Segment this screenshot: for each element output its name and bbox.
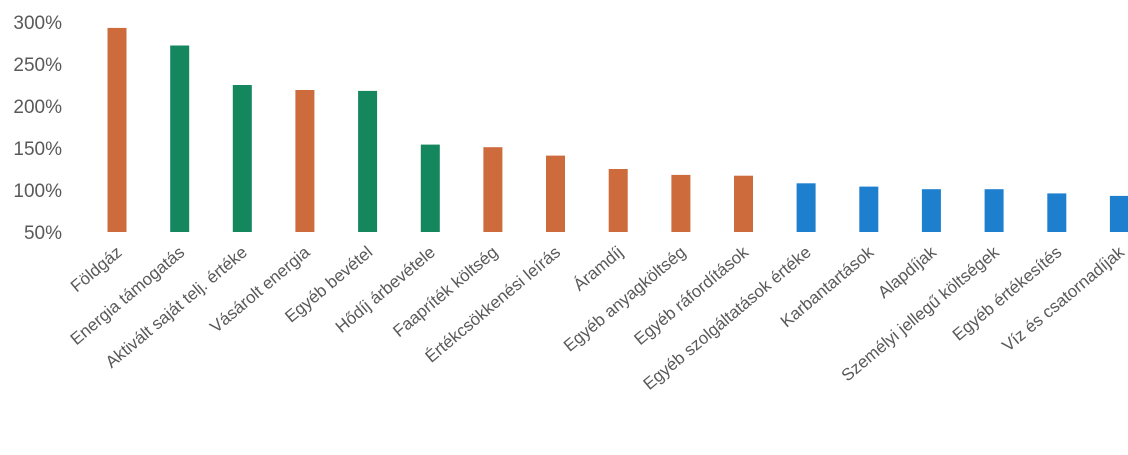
x-category-label: Egyéb értékesítés [949, 243, 1065, 345]
x-category-label: Áramdíj [570, 243, 627, 295]
bar [1109, 195, 1128, 232]
y-tick-label: 250% [13, 55, 62, 76]
y-tick-label: 300% [13, 13, 62, 34]
bar [734, 175, 753, 232]
bar [483, 147, 503, 232]
bars [107, 27, 1128, 233]
bar [796, 183, 816, 232]
x-category-label: Energia támogatás [67, 243, 189, 349]
y-tick-label: 50% [24, 223, 62, 244]
bar [295, 90, 315, 232]
y-tick-label: 200% [13, 97, 62, 118]
bar [671, 174, 691, 232]
bar [420, 144, 440, 232]
bar [107, 27, 127, 233]
bar [358, 90, 378, 233]
x-category-label: Földgáz [67, 243, 126, 296]
bar [859, 186, 879, 232]
y-tick-label: 150% [13, 139, 62, 160]
bar [232, 85, 252, 232]
bar [546, 155, 565, 232]
bar [921, 189, 941, 232]
y-tick-label: 100% [13, 181, 62, 202]
bar [170, 45, 190, 232]
y-axis: 300% 250% 200% 150% 100% 50% [13, 13, 62, 244]
bar [1047, 193, 1067, 232]
x-category-label: Víz és csatornadíjak [998, 242, 1128, 355]
x-category-label: Egyéb anyagköltség [560, 243, 690, 356]
bar [608, 169, 628, 232]
bar [984, 189, 1004, 232]
x-category-label: Faapríték költség [389, 243, 501, 341]
x-category-label: Egyéb ráfordítások [631, 242, 753, 349]
